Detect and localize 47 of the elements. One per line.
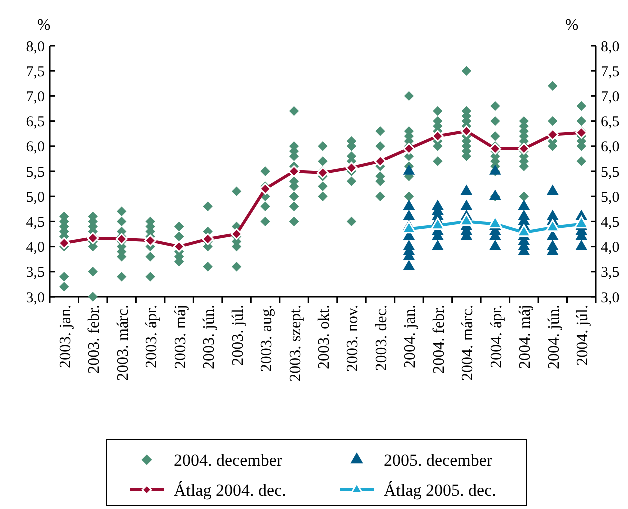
- x-tick-label: 2003. jún.: [201, 305, 218, 370]
- x-tick-label: 2004. ápr.: [488, 305, 506, 369]
- x-tick-label: 2003. máj: [172, 305, 190, 369]
- x-tick-label: 2003. márc.: [114, 305, 132, 381]
- y2-tick-label: 4,0: [601, 240, 620, 256]
- y-tick-label: 7,5: [26, 64, 45, 80]
- x-tick-label: 2004. jan.: [402, 305, 420, 369]
- y2-tick-label: 4,5: [601, 214, 620, 231]
- x-tick-label: 2003. jan.: [57, 305, 74, 369]
- y-tick-label: 7,0: [26, 89, 45, 106]
- x-tick-label: 2004. júl.: [574, 305, 592, 366]
- x-tick-label: 2003. nov.: [344, 305, 362, 372]
- y2-tick-label: 6,5: [601, 114, 620, 131]
- x-tick-label: 2004. máj: [517, 305, 534, 369]
- legend-label: 2004. december: [174, 450, 283, 470]
- x-tick-label: 2003. szept.: [287, 305, 304, 382]
- x-tick-label: 2004. jún.: [546, 305, 563, 370]
- x-tick-label: 2004. márc.: [460, 305, 477, 381]
- legend-label: 2005. december: [384, 450, 493, 470]
- y-tick-label: 3,0: [26, 290, 45, 306]
- y2-tick-label: 6,0: [601, 140, 620, 156]
- y2-tick-label: 7,5: [601, 64, 620, 80]
- legend-label: Átlag 2005. dec.: [384, 480, 496, 500]
- y2-tick-label: 8,0: [601, 39, 620, 56]
- y-axis-title: %: [37, 17, 51, 34]
- y-tick-label: 5,5: [26, 164, 45, 181]
- x-tick-label: 2003. aug.: [258, 305, 276, 372]
- y-tick-label: 5,0: [26, 190, 45, 206]
- y2-tick-label: 3,0: [601, 290, 620, 306]
- y2-tick-label: 7,0: [601, 89, 620, 106]
- y2-tick-label: 3,5: [601, 265, 620, 282]
- x-tick-label: 2003. febr.: [86, 305, 104, 374]
- x-tick-label: 2003. okt.: [316, 305, 333, 370]
- x-tick-label: 2003. dec.: [373, 305, 390, 372]
- y-tick-label: 4,0: [26, 240, 45, 256]
- y-tick-label: 6,5: [26, 114, 45, 131]
- y-tick-label: 4,5: [26, 214, 45, 231]
- x-tick-label: 2003. júl.: [230, 305, 247, 366]
- y2-tick-label: 5,5: [601, 164, 620, 181]
- x-tick-label: 2003. ápr.: [144, 305, 161, 369]
- y-tick-label: 3,5: [26, 265, 45, 282]
- y2-tick-label: 5,0: [601, 190, 620, 206]
- y-tick-label: 8,0: [26, 39, 45, 56]
- legend-label: Átlag 2004. dec.: [174, 480, 286, 500]
- x-tick-label: 2004. febr.: [430, 305, 448, 374]
- y2-axis-title: %: [565, 17, 579, 34]
- y-tick-label: 6,0: [26, 140, 45, 156]
